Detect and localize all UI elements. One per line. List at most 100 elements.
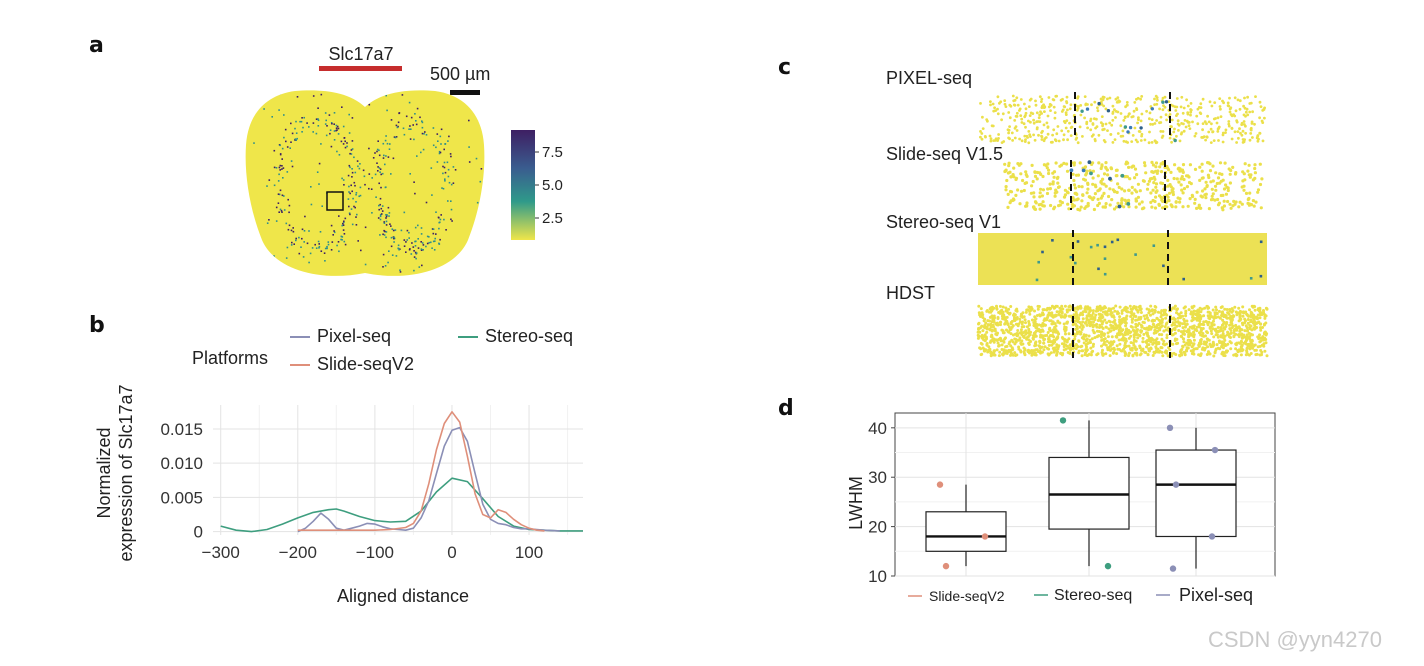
spot xyxy=(1103,318,1107,322)
spot xyxy=(1127,328,1131,332)
spot xyxy=(1004,306,1008,310)
spot xyxy=(1089,346,1093,350)
spot xyxy=(1037,133,1040,137)
spot xyxy=(1033,170,1037,174)
expression-dot xyxy=(438,221,440,224)
expression-dot xyxy=(385,135,387,137)
spot xyxy=(1010,338,1014,342)
spot xyxy=(1193,134,1197,138)
spot xyxy=(1222,354,1226,357)
spot xyxy=(1170,140,1173,144)
expression-dot xyxy=(347,174,350,177)
spot xyxy=(1091,122,1095,125)
spot xyxy=(1092,207,1096,212)
spot xyxy=(1047,105,1051,109)
spot xyxy=(1206,314,1210,318)
spot xyxy=(1100,103,1104,106)
spot xyxy=(1197,353,1201,357)
spot xyxy=(1249,352,1253,355)
expression-dot xyxy=(362,169,365,172)
spot xyxy=(1062,327,1066,331)
spot xyxy=(1246,113,1250,117)
spot xyxy=(1135,347,1139,351)
expression-dot xyxy=(448,135,450,138)
spot xyxy=(1047,343,1051,347)
spot xyxy=(1022,188,1026,193)
expression-dot xyxy=(438,150,441,153)
spot xyxy=(1153,351,1157,355)
spot xyxy=(1139,329,1143,333)
expression-dot xyxy=(384,139,387,142)
spot xyxy=(1116,132,1120,135)
spot xyxy=(1261,326,1264,329)
spot xyxy=(1067,207,1071,211)
spot xyxy=(1117,338,1121,342)
expression-dot xyxy=(384,230,386,233)
spot xyxy=(1188,325,1192,329)
spot xyxy=(1234,342,1238,346)
spot xyxy=(1051,98,1055,101)
spot xyxy=(1183,353,1187,357)
spot xyxy=(1193,167,1198,171)
spot xyxy=(1182,337,1185,341)
spot xyxy=(1063,313,1067,317)
expressing-spot xyxy=(1106,109,1111,113)
spot xyxy=(1066,129,1070,133)
expression-dot xyxy=(415,120,417,122)
spot xyxy=(992,109,996,113)
expression-dot xyxy=(409,125,411,127)
spot xyxy=(1240,344,1244,348)
expression-dot xyxy=(317,118,319,120)
expression-dot xyxy=(291,165,294,168)
spot xyxy=(1240,321,1244,325)
spot xyxy=(1015,129,1019,132)
spot xyxy=(1071,172,1075,176)
spot xyxy=(1041,188,1045,192)
spot xyxy=(1043,110,1046,113)
expression-dot xyxy=(371,212,373,214)
spot xyxy=(1224,131,1227,134)
spot xyxy=(1253,343,1257,347)
spot xyxy=(1014,114,1018,118)
spot xyxy=(1135,108,1139,111)
spot xyxy=(981,127,985,130)
expression-dot xyxy=(410,128,412,130)
spot xyxy=(1132,336,1136,339)
expression-dot xyxy=(387,261,389,264)
spot xyxy=(1101,124,1104,128)
spot xyxy=(1204,342,1208,346)
spot xyxy=(1153,325,1157,329)
spot xyxy=(1027,305,1031,309)
spot xyxy=(996,341,1000,345)
spot xyxy=(1206,331,1209,335)
spot xyxy=(1041,129,1044,133)
spot xyxy=(1246,95,1249,99)
spot xyxy=(1147,343,1151,347)
spot xyxy=(1027,105,1031,108)
legend-label: Slide-seqV2 xyxy=(317,354,415,374)
spot xyxy=(1007,161,1011,165)
spot xyxy=(1192,352,1196,356)
spot xyxy=(1159,115,1163,119)
expression-dot xyxy=(430,167,433,169)
spot xyxy=(1191,120,1194,124)
spot xyxy=(1083,309,1087,313)
spot xyxy=(1098,326,1101,329)
spot xyxy=(1132,314,1136,318)
expression-dot xyxy=(318,162,321,165)
spot xyxy=(1219,306,1223,309)
spot xyxy=(1141,336,1145,340)
spot xyxy=(1109,167,1114,171)
spot xyxy=(1148,117,1151,121)
expression-dot xyxy=(354,184,356,187)
spot xyxy=(1074,138,1078,141)
expression-dot xyxy=(452,166,455,168)
spot xyxy=(1259,105,1263,108)
spot xyxy=(1036,307,1040,311)
spot xyxy=(1104,122,1108,126)
spot xyxy=(1244,191,1249,195)
spot xyxy=(1129,315,1133,318)
spot xyxy=(1090,317,1094,321)
spot xyxy=(1077,330,1081,334)
spot xyxy=(1208,100,1212,104)
